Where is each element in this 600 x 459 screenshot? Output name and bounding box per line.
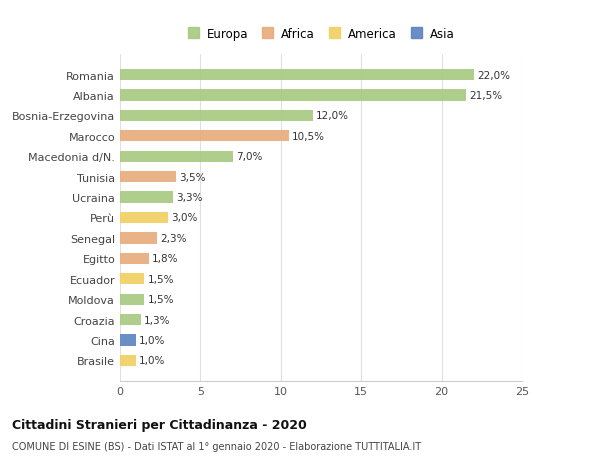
Text: 3,0%: 3,0% bbox=[172, 213, 198, 223]
Text: 1,8%: 1,8% bbox=[152, 254, 179, 264]
Text: COMUNE DI ESINE (BS) - Dati ISTAT al 1° gennaio 2020 - Elaborazione TUTTITALIA.I: COMUNE DI ESINE (BS) - Dati ISTAT al 1° … bbox=[12, 441, 421, 451]
Bar bbox=[120, 111, 313, 122]
Bar bbox=[120, 335, 136, 346]
Legend: Europa, Africa, America, Asia: Europa, Africa, America, Asia bbox=[188, 28, 454, 41]
Bar bbox=[120, 172, 176, 183]
Bar bbox=[120, 192, 173, 203]
Text: 12,0%: 12,0% bbox=[316, 111, 349, 121]
Text: 2,3%: 2,3% bbox=[160, 233, 187, 243]
Bar bbox=[120, 70, 474, 81]
Text: 10,5%: 10,5% bbox=[292, 132, 325, 141]
Text: 22,0%: 22,0% bbox=[477, 71, 510, 80]
Bar bbox=[120, 253, 149, 264]
Bar bbox=[120, 274, 144, 285]
Text: 3,3%: 3,3% bbox=[176, 193, 203, 203]
Bar bbox=[120, 131, 289, 142]
Bar bbox=[120, 314, 141, 325]
Text: 1,5%: 1,5% bbox=[148, 274, 174, 284]
Text: Cittadini Stranieri per Cittadinanza - 2020: Cittadini Stranieri per Cittadinanza - 2… bbox=[12, 418, 307, 431]
Text: 7,0%: 7,0% bbox=[236, 152, 262, 162]
Bar bbox=[120, 355, 136, 366]
Text: 1,3%: 1,3% bbox=[144, 315, 170, 325]
Text: 3,5%: 3,5% bbox=[179, 172, 206, 182]
Bar bbox=[120, 151, 233, 162]
Text: 1,0%: 1,0% bbox=[139, 356, 166, 365]
Text: 1,0%: 1,0% bbox=[139, 335, 166, 345]
Text: 1,5%: 1,5% bbox=[148, 295, 174, 304]
Bar bbox=[120, 294, 144, 305]
Bar bbox=[120, 213, 168, 224]
Bar bbox=[120, 233, 157, 244]
Text: 21,5%: 21,5% bbox=[469, 91, 502, 101]
Bar bbox=[120, 90, 466, 101]
